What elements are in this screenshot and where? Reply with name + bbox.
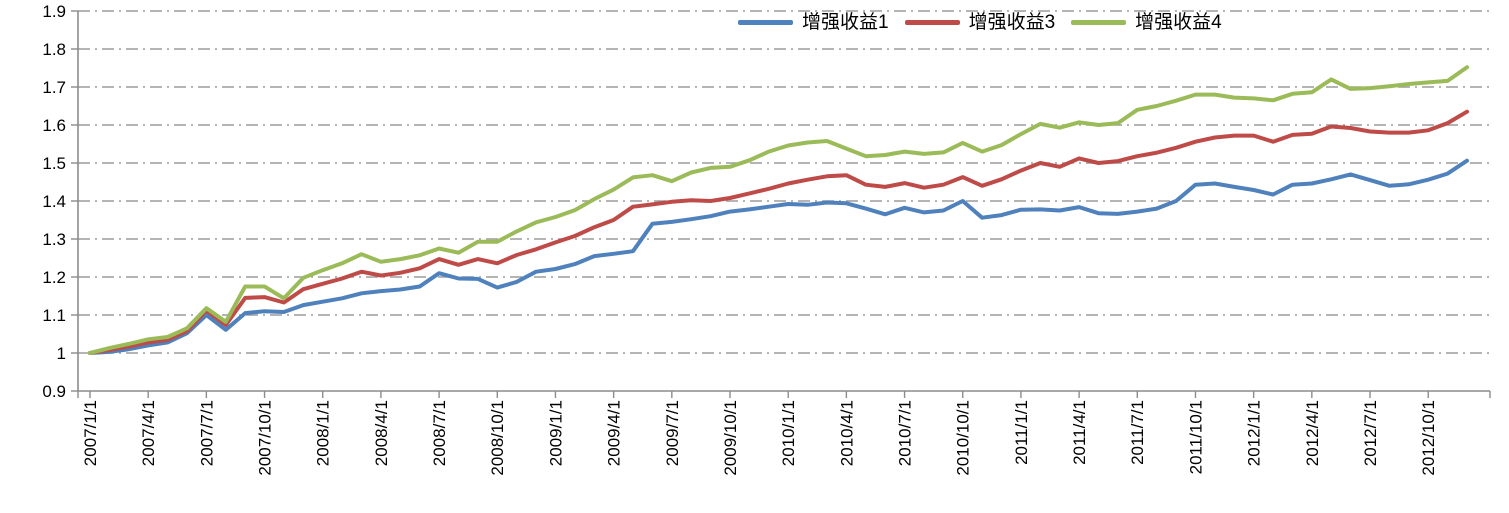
legend-line-swatch-red — [904, 20, 960, 25]
y-tick-label: 1.9 — [42, 2, 66, 21]
x-tick-label: 2007/10/1 — [255, 400, 274, 476]
y-tick-label: 0.9 — [42, 382, 66, 401]
x-axis-ticks — [77, 391, 1491, 398]
x-axis-labels: 2007/1/1 2007/4/1 2007/7/1 2007/10/1 2008/1/… — [81, 400, 1438, 476]
legend-label-series4: 增强收益4 — [1135, 12, 1222, 33]
legend-item-series4: 增强收益4 — [1071, 13, 1222, 32]
x-tick-label: 2010/4/1 — [837, 400, 856, 466]
x-tick-label: 2012/7/1 — [1361, 400, 1380, 466]
x-tick-label: 2007/7/1 — [197, 400, 216, 466]
y-tick-label: 1.8 — [42, 40, 66, 59]
y-tick-label: 1.5 — [42, 154, 66, 173]
x-tick-label: 2011/1/1 — [1012, 400, 1031, 465]
y-tick-label: 1.1 — [42, 306, 66, 325]
x-tick-label: 2010/10/1 — [954, 400, 973, 476]
legend-item-series3: 增强收益3 — [904, 12, 1056, 33]
x-tick-label: 2009/7/1 — [663, 400, 682, 466]
legend-label-series3: 增强收益3 — [968, 12, 1056, 33]
series-lines — [88, 65, 1469, 355]
y-tick-label: 1.4 — [42, 192, 66, 211]
x-tick-label: 2011/7/1 — [1128, 400, 1147, 465]
x-tick-label: 2011/10/1 — [1186, 400, 1205, 474]
x-tick-label: 2009/1/1 — [546, 400, 565, 466]
x-tick-label: 2008/4/1 — [372, 400, 391, 466]
x-tick-label: 2008/7/1 — [430, 400, 449, 466]
legend-item-series1: 增强收益1 — [738, 13, 889, 32]
chart-legend: 增强收益1 增强收益3 增强收益4 — [738, 13, 1222, 32]
y-tick-label: 1 — [57, 344, 66, 363]
series-line-1 — [88, 158, 1469, 355]
x-tick-label: 2010/1/1 — [779, 400, 798, 466]
legend-line-swatch-green — [1071, 20, 1127, 25]
y-tick-label: 1.3 — [42, 230, 66, 249]
series-line-3 — [88, 65, 1469, 355]
x-tick-label: 2008/10/1 — [488, 400, 507, 476]
x-tick-label: 2012/4/1 — [1303, 400, 1322, 466]
legend-label-series1: 增强收益1 — [802, 12, 889, 33]
x-tick-label: 2008/1/1 — [314, 400, 333, 466]
x-tick-label: 2012/10/1 — [1419, 400, 1438, 476]
series-line-2 — [88, 109, 1469, 355]
x-tick-label: 2007/1/1 — [81, 400, 100, 466]
x-tick-label: 2009/10/1 — [721, 400, 740, 476]
y-axis-labels: 0.9 1 1.1 1.2 1.3 1.4 1.5 1.6 1.7 1.8 1.9 — [42, 2, 66, 401]
gridlines — [78, 10, 1490, 354]
x-tick-label: 2011/4/1 — [1070, 400, 1089, 465]
x-tick-label: 2009/4/1 — [605, 400, 624, 466]
x-tick-label: 2010/7/1 — [896, 400, 915, 466]
y-tick-label: 1.7 — [42, 78, 66, 97]
y-tick-label: 1.6 — [42, 116, 66, 135]
legend-line-swatch-blue — [738, 20, 793, 25]
x-tick-label: 2012/1/1 — [1245, 400, 1264, 466]
y-tick-label: 1.2 — [42, 268, 66, 287]
y-axis-ticks — [71, 10, 78, 392]
x-tick-label: 2007/4/1 — [139, 400, 158, 466]
